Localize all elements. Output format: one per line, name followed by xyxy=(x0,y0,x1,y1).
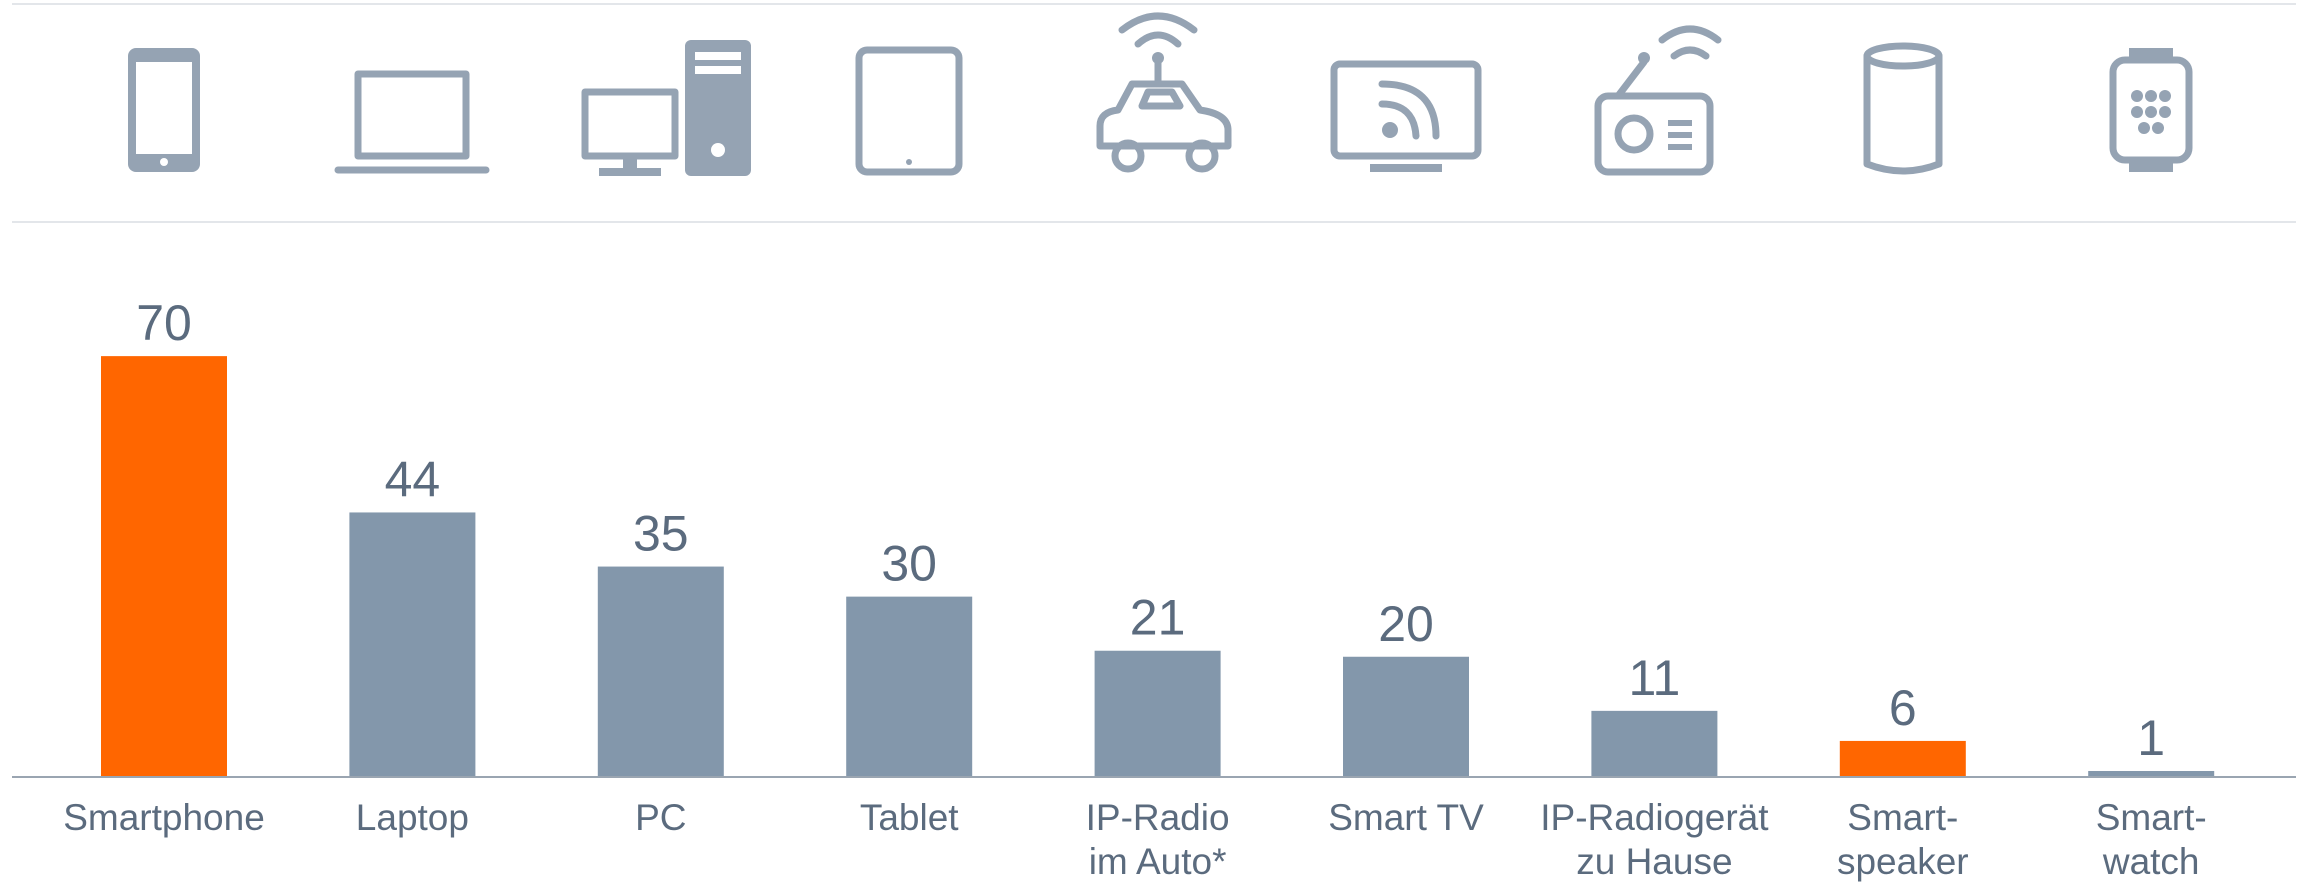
smartwatch-icon xyxy=(2109,48,2193,172)
car-radio-icon xyxy=(1096,12,1232,173)
category-label: Smart TV xyxy=(1328,797,1484,838)
category-label: IP-Radiogerät zu Hause xyxy=(1540,797,1769,882)
category-label: Laptop xyxy=(355,797,469,838)
bar xyxy=(1591,710,1718,777)
value-label: 35 xyxy=(633,506,689,562)
radio-icon xyxy=(1594,25,1722,176)
bar xyxy=(597,566,724,777)
smart-tv-icon xyxy=(1330,60,1482,172)
smartphone-icon xyxy=(128,48,200,172)
bar xyxy=(1839,740,1966,777)
bar xyxy=(1343,656,1469,777)
value-label: 1 xyxy=(2137,710,2165,766)
category-label: Tablet xyxy=(859,797,959,838)
value-label: 21 xyxy=(1130,590,1186,646)
category-label: Smart- speaker xyxy=(1836,797,1969,882)
category-label: Smart- watch xyxy=(2095,797,2207,882)
value-label: 11 xyxy=(1628,650,1680,706)
tablet-icon xyxy=(855,46,963,176)
category-label: PC xyxy=(635,797,687,838)
category-label: Smartphone xyxy=(63,797,265,838)
bar xyxy=(846,596,973,777)
value-label: 44 xyxy=(385,451,441,507)
value-label: 20 xyxy=(1378,596,1434,652)
smart-speaker-icon xyxy=(1863,42,1943,175)
bar xyxy=(349,512,476,777)
bar xyxy=(2088,770,2215,777)
laptop-icon xyxy=(334,70,490,174)
icons xyxy=(128,12,2193,176)
bar xyxy=(101,356,227,777)
value-label: 6 xyxy=(1889,680,1917,736)
bar xyxy=(1094,650,1221,777)
pc-icon xyxy=(581,40,751,176)
value-label: 70 xyxy=(136,295,192,351)
category-label: IP-Radio im Auto* xyxy=(1085,797,1230,882)
value-label: 30 xyxy=(881,536,937,592)
